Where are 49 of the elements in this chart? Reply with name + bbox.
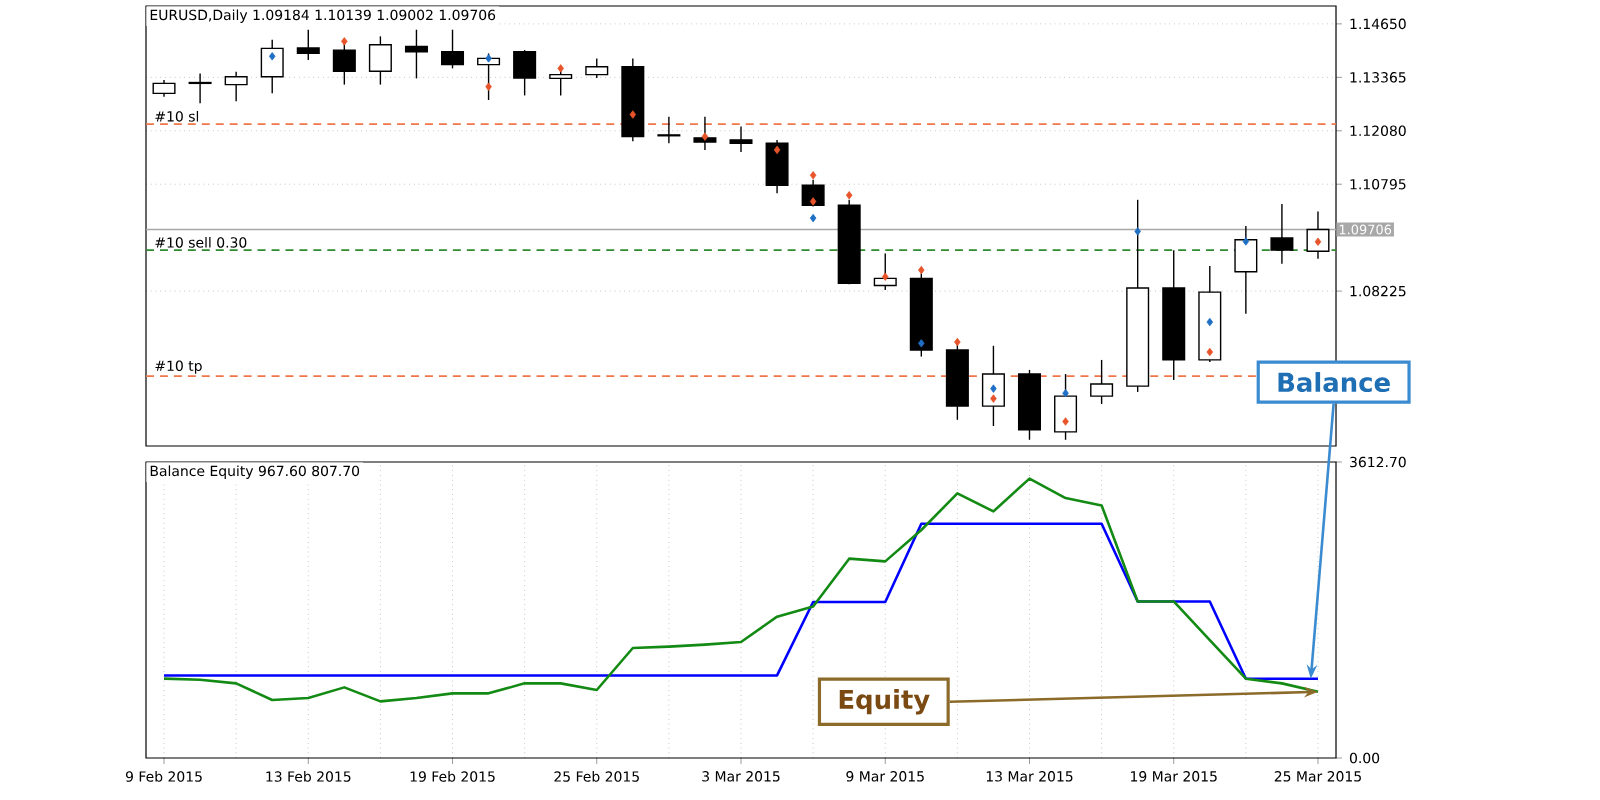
point — [809, 213, 817, 223]
candlestick — [188, 72, 212, 105]
point — [882, 272, 889, 281]
candlestick — [441, 29, 465, 70]
point — [1062, 389, 1069, 398]
candlestick — [585, 57, 609, 79]
point — [809, 197, 817, 206]
candlestick — [765, 139, 789, 194]
point — [809, 171, 817, 180]
point — [629, 110, 637, 119]
candlestick — [693, 115, 717, 151]
point — [990, 394, 997, 403]
text: Balance — [1278, 372, 1390, 393]
point — [773, 145, 781, 155]
candlestick — [1054, 373, 1078, 441]
candlestick — [729, 125, 753, 153]
point — [701, 132, 709, 141]
candlestick — [224, 71, 248, 102]
candlestick — [657, 115, 681, 144]
point — [918, 265, 925, 275]
point — [1314, 237, 1322, 246]
point — [954, 337, 961, 347]
point — [990, 384, 997, 393]
text: Equity — [839, 689, 930, 715]
point — [918, 339, 925, 348]
candlestick — [549, 66, 573, 97]
point — [1242, 237, 1250, 246]
point — [1206, 347, 1214, 357]
candlestick — [1306, 210, 1330, 260]
point — [341, 37, 348, 46]
point — [485, 82, 492, 91]
candlestick — [873, 252, 897, 291]
point — [485, 54, 492, 63]
candlestick — [296, 29, 320, 61]
candlestick — [1234, 225, 1258, 315]
point — [557, 64, 564, 73]
candlestick — [1090, 359, 1114, 405]
point — [1206, 317, 1214, 327]
candlestick — [332, 38, 356, 86]
point — [845, 191, 853, 200]
candlestick — [513, 49, 537, 97]
point — [268, 52, 276, 61]
candlestick — [981, 345, 1005, 427]
candlestick — [260, 38, 284, 95]
candlestick — [801, 179, 825, 208]
candlestick — [368, 35, 392, 86]
point — [1062, 417, 1069, 426]
candlestick — [1270, 203, 1294, 265]
point — [1134, 227, 1141, 236]
